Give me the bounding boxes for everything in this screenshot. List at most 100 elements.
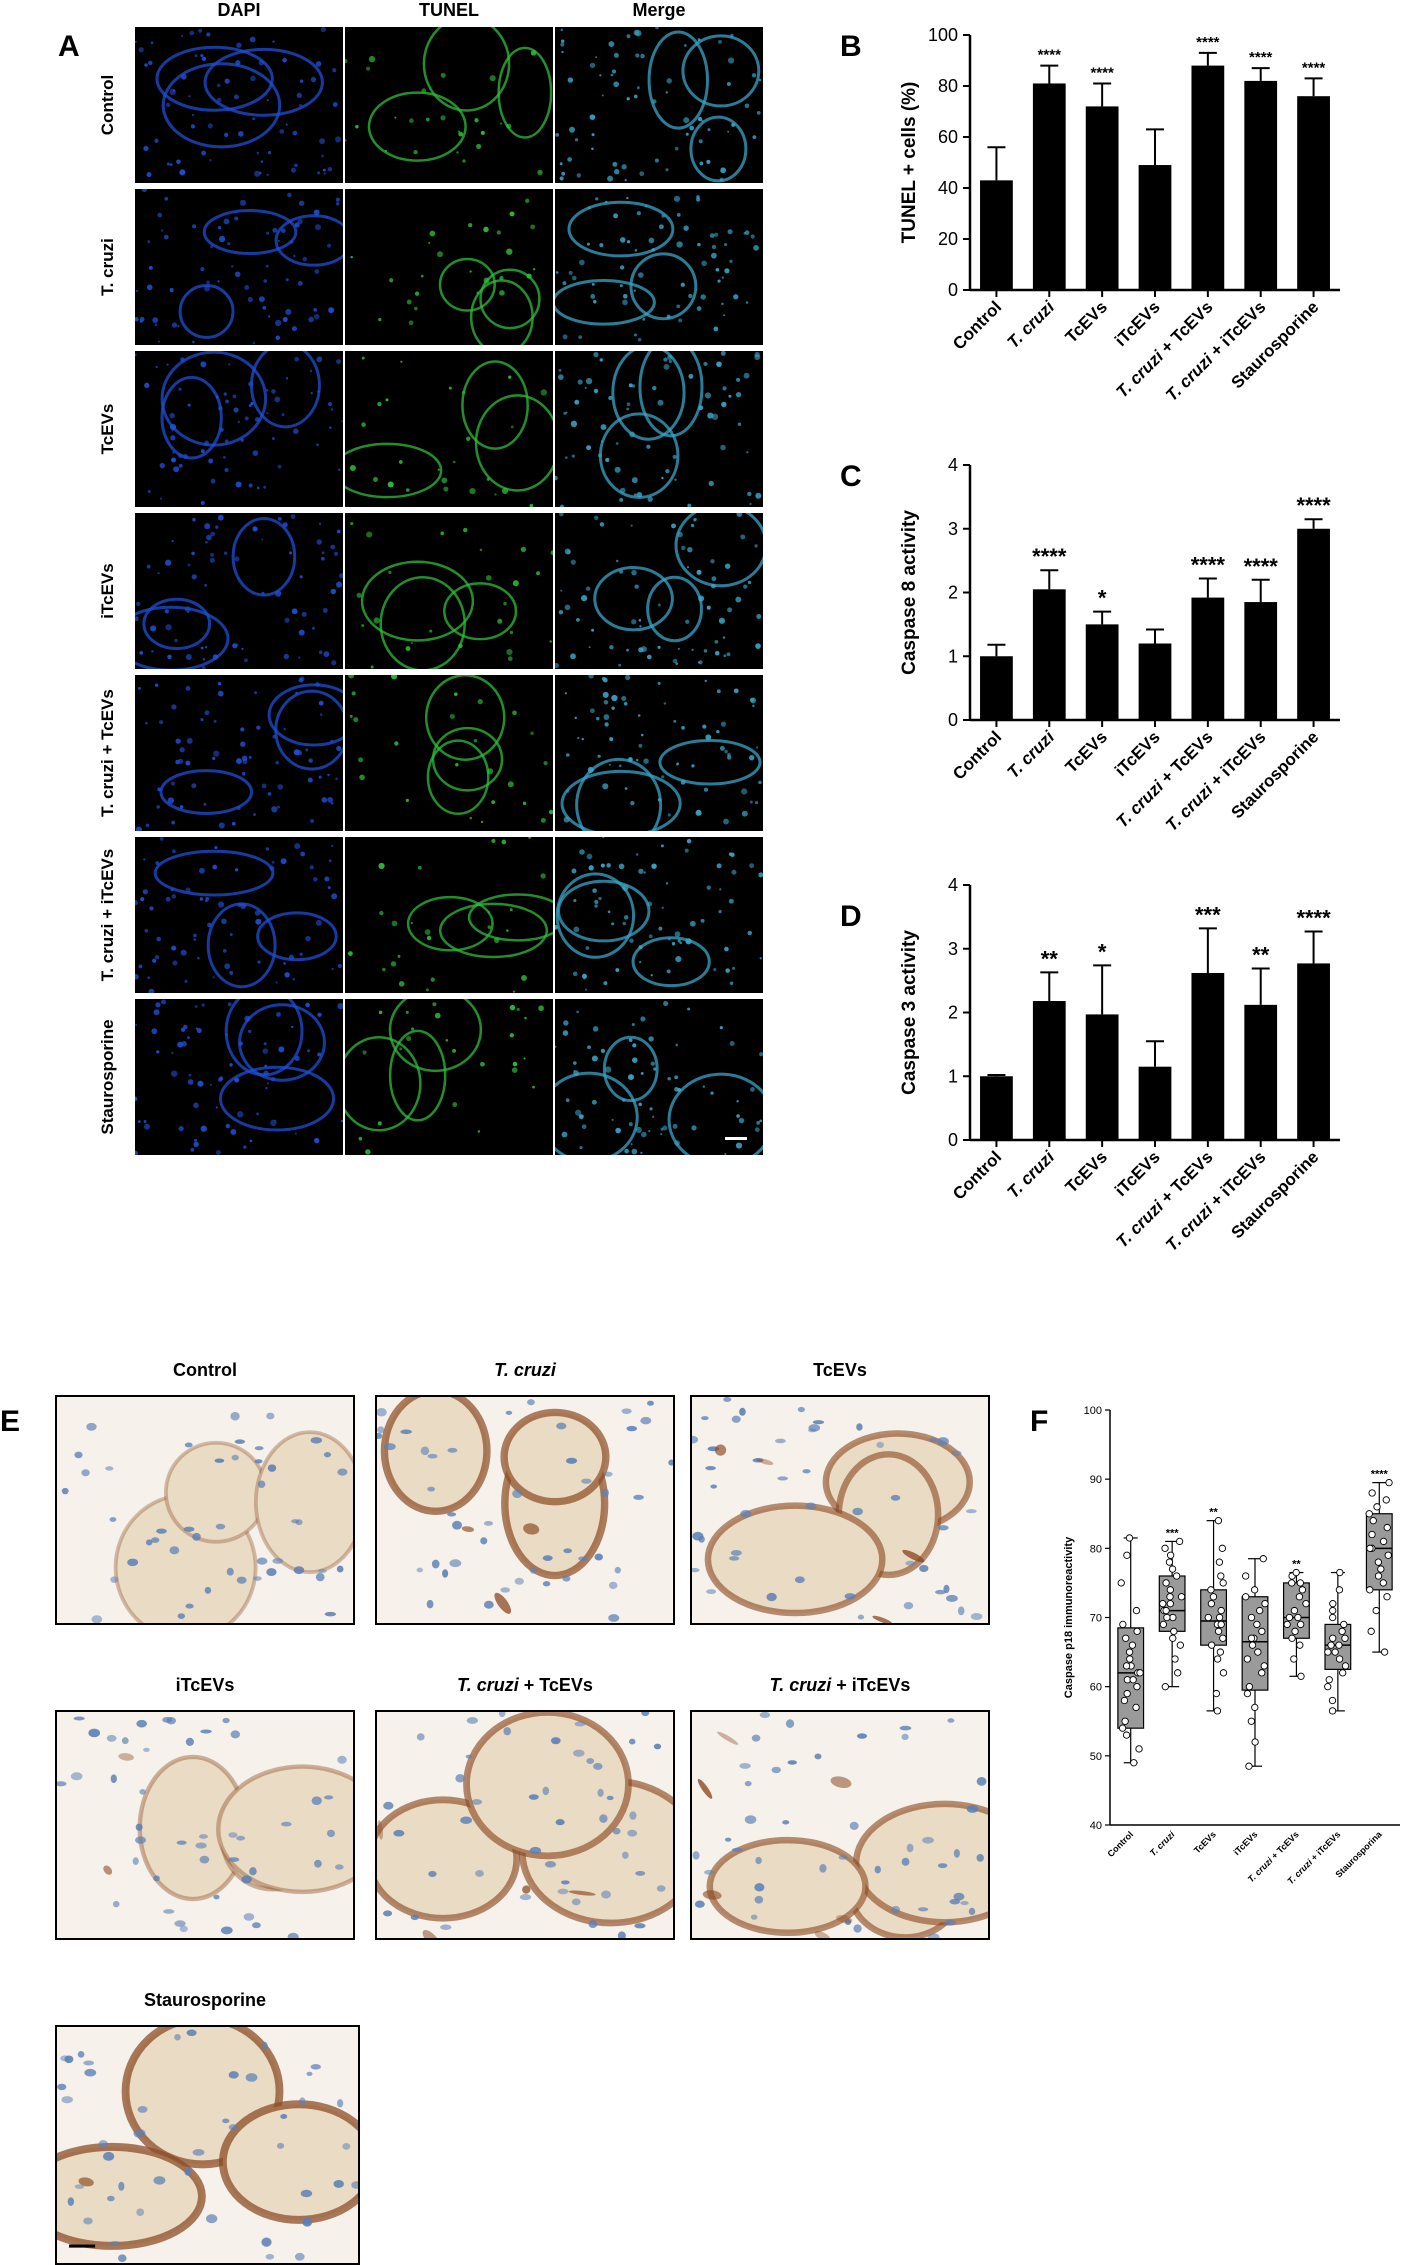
micrograph-itcevs-merge <box>555 513 763 669</box>
data-point <box>1162 1579 1170 1587</box>
bar-chart-c-svg: 0 1 2 3 4 Caspase 8 activity Control **** T. cru… <box>899 455 1340 835</box>
y-tick-label: 3 <box>948 939 958 959</box>
bar-control <box>980 180 1013 290</box>
micrograph-t-cruzi-tcevs-dapi <box>135 675 343 831</box>
data-point <box>1242 1572 1250 1580</box>
data-point <box>1368 1489 1376 1497</box>
data-point <box>1168 1565 1177 1573</box>
y-tick-label: 1 <box>948 646 958 666</box>
data-point <box>1128 1641 1137 1649</box>
x-tick-label: T. cruzi + iTcEVs <box>1162 727 1270 835</box>
data-point <box>1247 1634 1256 1642</box>
data-point <box>1367 1627 1375 1635</box>
ihc-title-t-cruzi: T. cruzi <box>494 1360 556 1380</box>
data-point <box>1377 1565 1385 1573</box>
bar-staurosporine <box>1297 963 1330 1140</box>
data-point <box>1133 1627 1141 1635</box>
data-point <box>1172 1572 1181 1580</box>
data-point <box>1325 1676 1333 1684</box>
row-label-t-cruzi: T. cruzi <box>98 238 117 296</box>
data-point <box>1253 1620 1261 1629</box>
data-point <box>1217 1606 1225 1615</box>
panel-letter-b: B <box>840 30 862 63</box>
bar-t-cruzi <box>1032 83 1066 290</box>
data-point <box>1365 1510 1373 1518</box>
panel-letter-c: C <box>840 460 862 493</box>
y-axis-label: Caspase p18 immunoreactivity <box>1063 1536 1075 1698</box>
significance-marker: **** <box>1244 554 1279 579</box>
data-point <box>1256 1606 1264 1615</box>
panel-letter-e: E <box>0 1405 21 1438</box>
micrograph-staurosporine-merge <box>555 999 763 1155</box>
data-point <box>1135 1745 1143 1753</box>
bar-t-cruzi-tcevs <box>1191 597 1225 720</box>
bar-chart-b: 0 20 40 60 80 100 TUNEL + cells (%) Control ****… <box>860 20 1380 440</box>
bar-staurosporine <box>1297 96 1330 290</box>
data-point <box>1338 1627 1346 1635</box>
ihc-image-control <box>55 1395 355 1625</box>
microscopy-panel-a: DAPI TUNEL Merge Control T. cruzi TcEVs iTc… <box>0 0 780 1160</box>
x-tick-label: T. cruzi <box>1003 726 1059 782</box>
data-point <box>1119 1620 1127 1629</box>
significance-marker: ** <box>1209 1507 1218 1519</box>
data-point <box>1324 1648 1332 1656</box>
bar-chart-b-svg: 0 20 40 60 80 100 TUNEL + cells (%) Control ****… <box>899 25 1340 405</box>
y-tick-label: 4 <box>948 455 958 475</box>
data-point <box>1177 1593 1186 1601</box>
data-point <box>1122 1662 1131 1670</box>
data-point <box>1209 1593 1218 1601</box>
data-point <box>1374 1558 1383 1566</box>
data-point <box>1297 1672 1305 1680</box>
data-point <box>1335 1641 1343 1649</box>
data-point <box>1216 1648 1225 1656</box>
data-point <box>1335 1655 1344 1663</box>
data-point <box>1122 1634 1130 1642</box>
data-point <box>1215 1613 1224 1622</box>
significance-marker: *** <box>1195 902 1221 927</box>
data-point <box>1166 1586 1174 1594</box>
data-point <box>1243 1655 1252 1663</box>
data-point <box>1166 1593 1174 1601</box>
data-point <box>1130 1759 1138 1767</box>
data-point <box>1218 1544 1226 1552</box>
y-tick-label: 40 <box>938 178 958 198</box>
x-tick-label: T. cruzi + iTcEVs <box>1162 297 1270 405</box>
data-point <box>1248 1641 1257 1649</box>
significance-marker: * <box>1098 939 1107 964</box>
data-point <box>1373 1503 1381 1511</box>
data-point <box>1245 1683 1254 1691</box>
y-tick-label: 3 <box>948 519 958 539</box>
row-label-itcevs: iTcEVs <box>98 563 117 619</box>
data-point <box>1331 1648 1339 1656</box>
significance-marker: **** <box>1090 64 1114 81</box>
data-point <box>1368 1530 1376 1539</box>
micrograph-tcevs-merge <box>555 351 763 507</box>
micrograph-tcevs-dapi <box>135 351 343 507</box>
data-point <box>1161 1683 1169 1691</box>
micrograph-tcevs-tunel <box>345 351 553 507</box>
row-label-staurosporine: Staurosporine <box>98 1019 117 1135</box>
bar-tcevs <box>1085 624 1119 720</box>
data-point <box>1169 1613 1177 1622</box>
data-point <box>1162 1606 1170 1615</box>
bar-t-cruzi-itcevs <box>1244 80 1278 291</box>
data-point <box>1132 1703 1140 1712</box>
data-point <box>1133 1683 1141 1691</box>
data-point <box>1374 1572 1383 1580</box>
data-point <box>1247 1613 1256 1622</box>
significance-marker: * <box>1098 586 1107 611</box>
micrograph-staurosporine-tunel <box>345 999 553 1155</box>
data-point <box>1336 1568 1344 1577</box>
y-tick-label: 4 <box>948 875 958 895</box>
x-tick-label: Control <box>1105 1829 1135 1859</box>
micrograph-itcevs-dapi <box>135 513 343 669</box>
y-tick-label: 100 <box>928 25 958 45</box>
data-point <box>1125 1534 1134 1542</box>
bar-chart-d: 0 1 2 3 4 Caspase 3 activity Control ** T. cruzi… <box>860 870 1380 1290</box>
x-tick-label: T. cruzi <box>1003 296 1059 352</box>
data-point <box>1166 1551 1175 1559</box>
data-point <box>1328 1696 1337 1705</box>
micrograph-t-cruzi-itcevs-dapi <box>135 837 343 993</box>
x-tick-label: T. cruzi <box>1003 1146 1059 1202</box>
x-tick-label: TcEVs <box>1062 727 1111 776</box>
